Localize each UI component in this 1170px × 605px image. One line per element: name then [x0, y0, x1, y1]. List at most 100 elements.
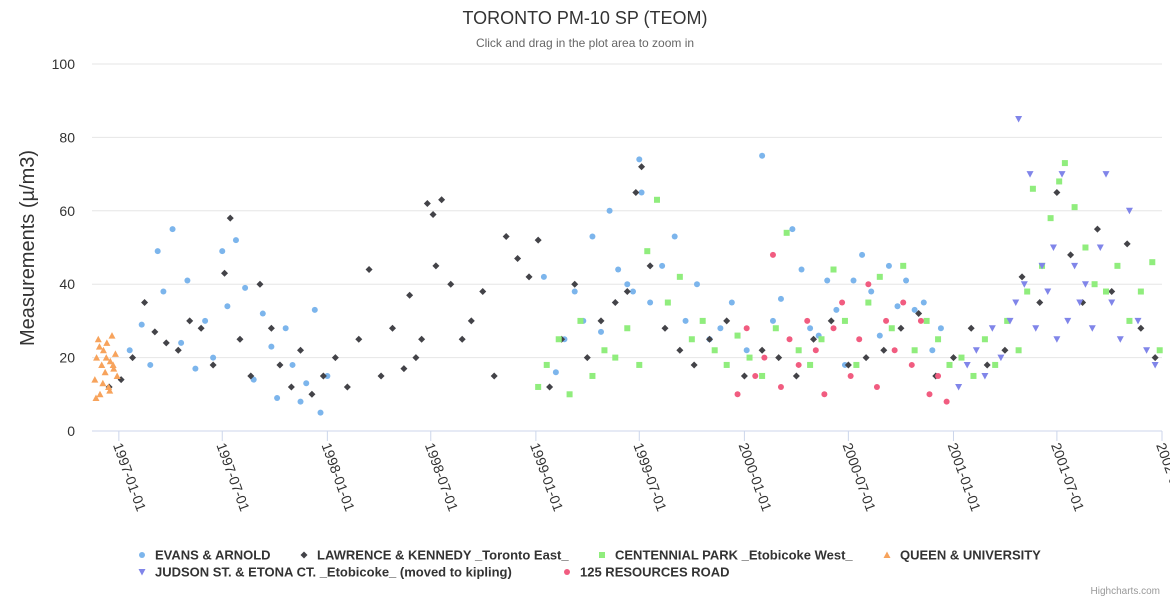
data-point[interactable] [331, 354, 339, 362]
data-point[interactable] [1151, 361, 1159, 369]
data-point[interactable] [597, 317, 605, 325]
data-point[interactable] [807, 361, 814, 368]
data-point[interactable] [1151, 354, 1159, 362]
data-point[interactable] [632, 188, 640, 196]
data-point[interactable] [636, 156, 643, 163]
legend-item[interactable]: EVANS & ARNOLD [139, 548, 271, 563]
data-point[interactable] [676, 346, 684, 354]
legend-label[interactable]: EVANS & ARNOLD [155, 548, 271, 563]
data-point[interactable] [839, 299, 846, 306]
data-point[interactable] [759, 372, 766, 379]
data-point[interactable] [1018, 273, 1026, 281]
data-point[interactable] [256, 280, 264, 288]
data-point[interactable] [693, 281, 700, 288]
data-point[interactable] [786, 336, 793, 343]
data-point[interactable] [1082, 244, 1089, 251]
legend-symbol[interactable] [599, 552, 605, 558]
data-point[interactable] [447, 280, 455, 288]
data-point[interactable] [1093, 225, 1101, 233]
data-point[interactable] [711, 347, 718, 354]
data-point[interactable] [903, 277, 910, 284]
data-point[interactable] [949, 354, 957, 362]
data-point[interactable] [777, 295, 784, 302]
data-point[interactable] [706, 335, 714, 343]
data-point[interactable] [92, 394, 100, 401]
data-point[interactable] [555, 336, 562, 343]
data-point[interactable] [1149, 259, 1156, 266]
data-point[interactable] [920, 299, 927, 306]
data-point[interactable] [1102, 171, 1110, 178]
data-point[interactable] [259, 310, 266, 317]
data-point[interactable] [897, 324, 905, 332]
data-point[interactable] [723, 361, 730, 368]
data-point[interactable] [147, 361, 154, 368]
data-point[interactable] [276, 361, 284, 369]
legend-symbol[interactable] [138, 569, 146, 576]
data-point[interactable] [958, 354, 965, 361]
data-point[interactable] [289, 361, 296, 368]
data-point[interactable] [810, 335, 818, 343]
data-point[interactable] [589, 372, 596, 379]
data-point[interactable] [1029, 185, 1036, 192]
data-point[interactable] [981, 336, 988, 343]
data-point[interactable] [311, 306, 318, 313]
data-point[interactable] [638, 163, 646, 171]
data-point[interactable] [1053, 336, 1061, 343]
data-point[interactable] [1114, 262, 1121, 269]
legend-item[interactable]: 125 RESOURCES ROAD [564, 565, 730, 580]
data-point[interactable] [862, 354, 870, 362]
data-point[interactable] [577, 317, 584, 324]
data-point[interactable] [388, 324, 396, 332]
data-point[interactable] [324, 372, 331, 379]
data-point[interactable] [1032, 325, 1040, 332]
data-point[interactable] [1103, 288, 1110, 295]
data-point[interactable] [186, 317, 194, 325]
data-point[interactable] [992, 361, 999, 368]
data-point[interactable] [99, 346, 107, 354]
legend-label[interactable]: QUEEN & UNIVERSITY [900, 548, 1041, 563]
data-point[interactable] [154, 248, 161, 255]
data-point[interactable] [859, 251, 866, 258]
data-point[interactable] [535, 383, 542, 390]
data-point[interactable] [824, 277, 831, 284]
data-point[interactable] [1088, 325, 1096, 332]
data-point[interactable] [1015, 347, 1022, 354]
data-point[interactable] [830, 325, 837, 332]
data-point[interactable] [868, 288, 875, 295]
data-point[interactable] [611, 299, 619, 307]
data-point[interactable] [458, 335, 466, 343]
data-point[interactable] [752, 372, 759, 379]
data-point[interactable] [664, 299, 671, 306]
data-point[interactable] [268, 343, 275, 350]
data-point[interactable] [792, 372, 800, 380]
data-point[interactable] [723, 317, 731, 325]
data-point[interactable] [606, 207, 613, 214]
data-point[interactable] [734, 391, 741, 398]
data-point[interactable] [1053, 188, 1061, 196]
data-point[interactable] [926, 391, 933, 398]
data-point[interactable] [438, 196, 446, 204]
data-point[interactable] [946, 361, 953, 368]
data-point[interactable] [900, 262, 907, 269]
data-point[interactable] [653, 196, 660, 203]
data-point[interactable] [236, 335, 244, 343]
data-point[interactable] [93, 354, 101, 361]
data-point[interactable] [169, 226, 176, 233]
data-point[interactable] [844, 361, 852, 369]
data-point[interactable] [894, 303, 901, 310]
data-point[interactable] [827, 317, 835, 325]
data-point[interactable] [1020, 281, 1028, 288]
data-point[interactable] [111, 350, 119, 357]
data-point[interactable] [821, 391, 828, 398]
data-point[interactable] [514, 255, 522, 263]
data-point[interactable] [612, 354, 619, 361]
data-point[interactable] [1096, 244, 1104, 252]
data-point[interactable] [885, 262, 892, 269]
data-point[interactable] [1108, 288, 1116, 296]
data-point[interactable] [911, 347, 918, 354]
legend-item[interactable]: QUEEN & UNIVERSITY [883, 548, 1042, 563]
data-point[interactable] [162, 339, 170, 347]
data-point[interactable] [1056, 178, 1063, 185]
data-point[interactable] [775, 354, 783, 362]
